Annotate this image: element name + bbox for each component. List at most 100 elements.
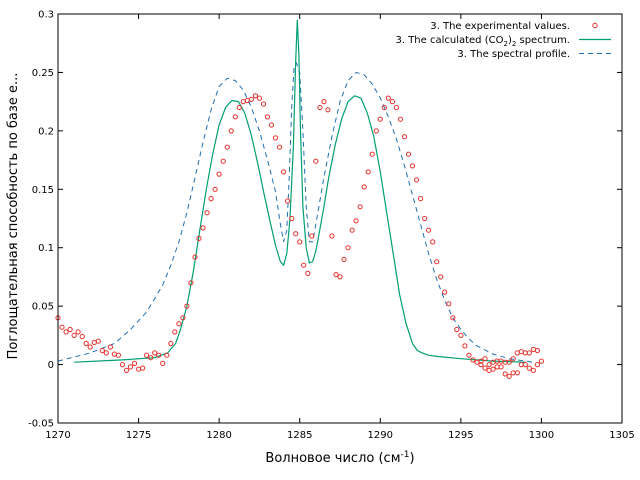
data-point-experimental [248, 96, 254, 102]
data-point-experimental [430, 239, 436, 245]
data-point-experimental [160, 360, 166, 366]
legend-marker-experimental [592, 22, 598, 29]
data-point-experimental [381, 104, 387, 111]
data-point-experimental [422, 215, 428, 222]
ticks-layer: 1270 1275 1280 1285 1290 1295 1300 1305 -0.05 0 0.… [28, 10, 635, 442]
data-point-experimental [526, 350, 532, 356]
y-tick-label: 0.25 [32, 68, 54, 79]
x-tick-label: 1275 [126, 430, 151, 441]
data-point-experimental [127, 364, 134, 370]
data-point-experimental [200, 225, 206, 231]
data-point-experimental [309, 233, 315, 239]
series-line-profile [57, 61, 534, 363]
x-tick-label: 1270 [45, 430, 70, 441]
data-point-experimental [236, 104, 242, 111]
data-point-experimental [534, 362, 541, 368]
x-axis-label-text: Волновое число (см [265, 451, 400, 466]
data-point-experimental [107, 344, 114, 350]
data-point-experimental [256, 95, 262, 101]
data-point-experimental [446, 301, 452, 307]
x-axis-label-end: ) [409, 451, 414, 466]
data-point-experimental [329, 233, 335, 239]
data-point-experimental [168, 340, 174, 347]
legend-calc-sub2: 2 [512, 40, 516, 48]
data-point-experimental [192, 254, 198, 260]
data-point-experimental [413, 177, 420, 183]
data-point-experimental [188, 280, 194, 286]
data-point-experimental [369, 151, 375, 157]
data-point-experimental [377, 116, 383, 122]
data-point-experimental [301, 262, 307, 268]
data-point-experimental [119, 362, 126, 368]
x-tick-label: 1285 [287, 430, 312, 441]
data-point-experimental [232, 114, 238, 120]
x-tick-label: 1295 [448, 430, 473, 441]
data-point-experimental [313, 158, 319, 164]
data-point-experimental [176, 321, 182, 327]
data-point-experimental [79, 333, 85, 340]
y-axis-label: Поглощательная способность по базе e... [6, 73, 21, 360]
data-point-experimental [180, 315, 186, 321]
data-point-experimental [281, 169, 287, 175]
data-point-experimental [389, 99, 395, 105]
x-tick-label: 1305 [609, 430, 634, 441]
data-point-experimental [353, 218, 359, 224]
data-point-experimental [152, 350, 158, 356]
data-point-experimental [321, 99, 327, 105]
series-layer [55, 19, 545, 379]
x-tick-label: 1280 [206, 430, 231, 441]
data-point-experimental [401, 134, 408, 140]
data-point-experimental [534, 347, 541, 354]
legend-calc-mid: ) [508, 35, 512, 46]
data-point-experimental [204, 210, 210, 216]
y-tick-label: -0.05 [28, 419, 54, 430]
data-point-experimental [172, 329, 178, 335]
data-point-experimental [450, 315, 456, 321]
x-axis-label: Волновое число (см-1) [265, 450, 414, 466]
data-point-experimental [317, 104, 323, 111]
data-point-experimental [405, 151, 412, 157]
data-point-experimental [224, 144, 230, 150]
data-point-experimental [63, 329, 69, 335]
data-point-experimental [345, 245, 351, 251]
data-point-experimental [337, 274, 343, 280]
data-point-experimental [478, 358, 484, 364]
data-point-experimental [148, 355, 154, 361]
x-tick-label: 1300 [529, 430, 554, 441]
data-point-experimental [285, 198, 291, 204]
data-point-experimental [426, 227, 432, 233]
data-point-experimental [373, 128, 379, 134]
data-point-experimental [502, 371, 508, 377]
data-point-experimental [260, 101, 267, 107]
data-point-experimental [289, 215, 295, 222]
y-tick-label: 0.2 [38, 126, 54, 137]
data-point-experimental [385, 95, 391, 101]
legend-calc-pre: 3. The calculated (CO [395, 35, 503, 46]
data-point-experimental [297, 239, 303, 245]
data-point-experimental [67, 326, 73, 333]
data-point-experimental [510, 356, 516, 362]
y-tick-label: 0.15 [32, 185, 54, 196]
data-point-experimental [103, 350, 109, 356]
y-tick-label: 0.1 [38, 243, 54, 254]
data-point-experimental [409, 163, 416, 169]
data-point-experimental [506, 373, 512, 379]
data-point-experimental [305, 270, 311, 276]
data-point-experimental [522, 362, 528, 368]
data-point-experimental [272, 135, 279, 141]
data-point-experimental [131, 360, 138, 366]
y-tick-label: 0.05 [32, 302, 54, 313]
legend: 3. The experimental values. 3. The calcu… [395, 21, 611, 60]
data-point-experimental [341, 256, 347, 262]
data-point-experimental [333, 272, 339, 278]
data-point-experimental [115, 352, 122, 358]
data-point-experimental [478, 362, 484, 368]
data-point-experimental [466, 352, 472, 358]
data-point-experimental [506, 359, 512, 365]
data-point-experimental [349, 227, 355, 233]
data-point-experimental [442, 289, 448, 295]
legend-label-experimental: 3. The experimental values. [430, 21, 570, 32]
data-point-experimental [365, 169, 371, 175]
data-point-experimental [140, 365, 146, 371]
